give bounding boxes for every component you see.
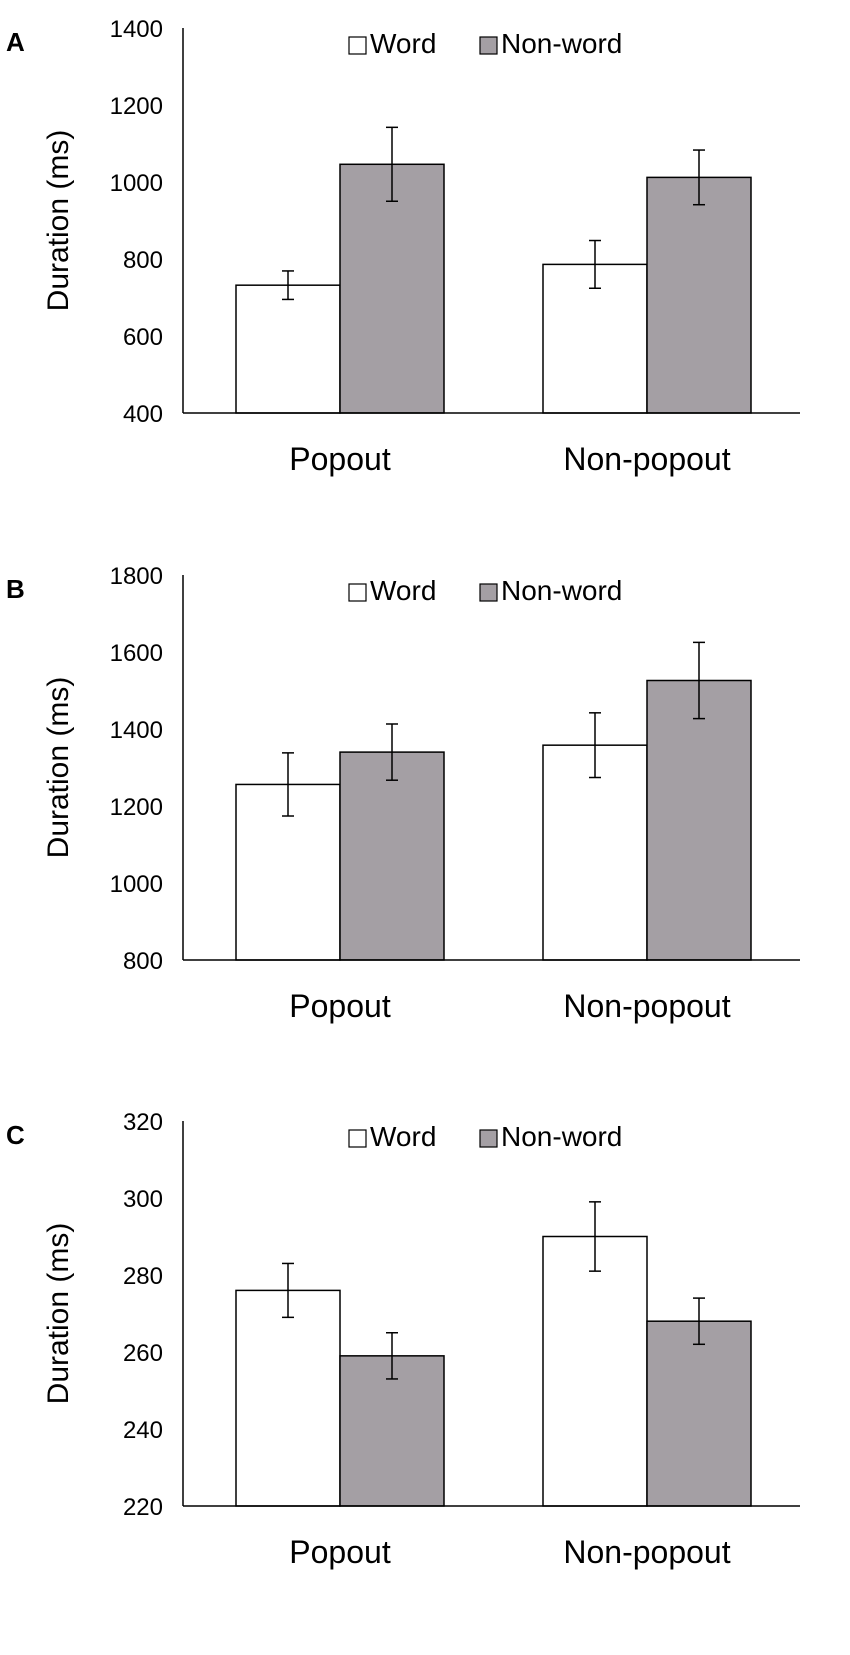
legend: Word Non-word <box>348 1121 622 1152</box>
panel-b: B Duration (ms) 800 1000 1200 1400 1600 1800 Pop… <box>6 563 800 1024</box>
y-tick-label: 280 <box>123 1263 163 1290</box>
x-category-label: Popout <box>289 1534 391 1570</box>
y-tick-label: 240 <box>123 1417 163 1444</box>
y-tick-label: 800 <box>123 247 163 274</box>
bar-non-word-popout <box>339 163 445 414</box>
bar-word-non-popout <box>542 263 648 414</box>
x-category-label: Non-popout <box>563 988 730 1024</box>
y-axis-title: Duration (ms) <box>42 677 75 859</box>
y-tick-label: 220 <box>123 1494 163 1521</box>
y-tick-label: 1000 <box>110 871 163 898</box>
x-category-label: Popout <box>289 441 391 477</box>
x-category-label: Popout <box>289 988 391 1024</box>
legend-label-non-word: Non-word <box>501 575 622 606</box>
legend-label-non-word: Non-word <box>501 28 622 59</box>
bar-non-word-non-popout <box>646 176 752 414</box>
y-tick-label: 600 <box>123 324 163 351</box>
y-tick-label: 320 <box>123 1109 163 1136</box>
y-tick-label: 800 <box>123 948 163 975</box>
y-tick-label: 300 <box>123 1186 163 1213</box>
bar-non-word-non-popout <box>646 679 752 961</box>
y-tick-label: 1000 <box>110 170 163 197</box>
y-tick-label: 1200 <box>110 93 163 120</box>
y-axis-title: Duration (ms) <box>42 1223 75 1405</box>
bar-word-popout <box>235 284 341 414</box>
panel-c: C Duration (ms) 220 240 260 280 300 320 Popout No… <box>6 1109 800 1570</box>
x-category-label: Non-popout <box>563 441 730 477</box>
bar-non-word-popout <box>339 751 445 961</box>
y-tick-label: 1800 <box>110 563 163 590</box>
x-category-label: Non-popout <box>563 1534 730 1570</box>
legend-label-non-word: Non-word <box>501 1121 622 1152</box>
panel-label: C <box>6 1120 25 1150</box>
legend: Word Non-word <box>348 28 622 59</box>
y-tick-label: 260 <box>123 1340 163 1367</box>
y-tick-label: 400 <box>123 401 163 428</box>
panel-label: A <box>6 27 25 57</box>
legend-label-word: Word <box>370 1121 436 1152</box>
bar-non-word-non-popout <box>646 1320 752 1507</box>
bar-word-popout <box>235 1289 341 1507</box>
y-tick-label: 1200 <box>110 794 163 821</box>
y-axis-title: Duration (ms) <box>42 130 75 312</box>
legend-label-word: Word <box>370 575 436 606</box>
y-tick-label: 1600 <box>110 640 163 667</box>
legend: Word Non-word <box>348 575 622 606</box>
panel-a: A Duration (ms) 400 600 800 1000 1200 1400 Popou… <box>6 16 800 477</box>
legend-swatch-non-word <box>479 1129 498 1148</box>
legend-label-word: Word <box>370 28 436 59</box>
legend-swatch-word <box>348 36 367 55</box>
bar-word-non-popout <box>542 1235 648 1507</box>
legend-swatch-non-word <box>479 36 498 55</box>
legend-swatch-word <box>348 583 367 602</box>
bar-non-word-popout <box>339 1355 445 1507</box>
legend-swatch-non-word <box>479 583 498 602</box>
y-tick-label: 1400 <box>110 717 163 744</box>
legend-swatch-word <box>348 1129 367 1148</box>
y-tick-label: 1400 <box>110 16 163 43</box>
panel-label: B <box>6 574 25 604</box>
